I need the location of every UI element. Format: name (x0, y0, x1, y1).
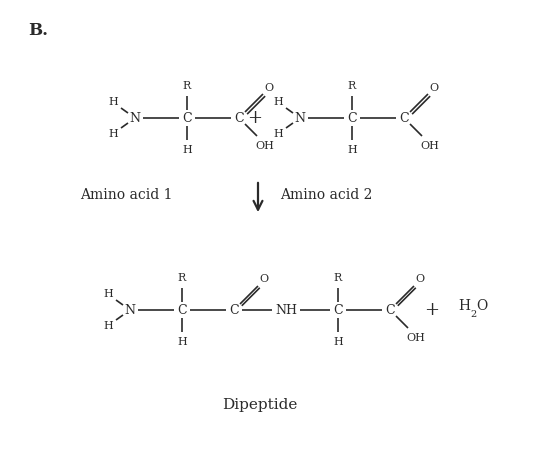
Text: OH: OH (407, 333, 425, 343)
Text: Amino acid 1: Amino acid 1 (80, 188, 173, 202)
Text: O: O (476, 299, 487, 313)
Text: +: + (424, 301, 440, 319)
Text: C: C (182, 112, 192, 125)
Text: B.: B. (28, 22, 48, 39)
Text: C: C (347, 112, 357, 125)
Text: NH: NH (275, 304, 297, 317)
Text: O: O (416, 274, 425, 284)
Text: R: R (178, 273, 186, 283)
Text: H: H (273, 97, 283, 107)
Text: H: H (108, 129, 118, 139)
Text: C: C (177, 304, 187, 317)
Text: C: C (399, 112, 409, 125)
Text: H: H (333, 337, 343, 347)
Text: O: O (430, 83, 438, 93)
Text: C: C (385, 304, 395, 317)
Text: +: + (247, 109, 263, 127)
Text: H: H (103, 289, 113, 299)
Text: N: N (129, 112, 140, 125)
Text: C: C (234, 112, 244, 125)
Text: Amino acid 2: Amino acid 2 (280, 188, 372, 202)
Text: 2: 2 (470, 310, 476, 319)
Text: H: H (458, 299, 470, 313)
Text: N: N (294, 112, 306, 125)
Text: H: H (177, 337, 187, 347)
Text: H: H (103, 321, 113, 331)
Text: OH: OH (420, 141, 440, 151)
Text: O: O (264, 83, 274, 93)
Text: H: H (347, 145, 357, 155)
Text: N: N (124, 304, 135, 317)
Text: Dipeptide: Dipeptide (222, 398, 298, 412)
Text: OH: OH (256, 141, 275, 151)
Text: O: O (259, 274, 269, 284)
Text: H: H (273, 129, 283, 139)
Text: R: R (348, 81, 356, 91)
Text: R: R (183, 81, 191, 91)
Text: H: H (108, 97, 118, 107)
Text: H: H (182, 145, 192, 155)
Text: C: C (229, 304, 239, 317)
Text: R: R (334, 273, 342, 283)
Text: C: C (333, 304, 343, 317)
